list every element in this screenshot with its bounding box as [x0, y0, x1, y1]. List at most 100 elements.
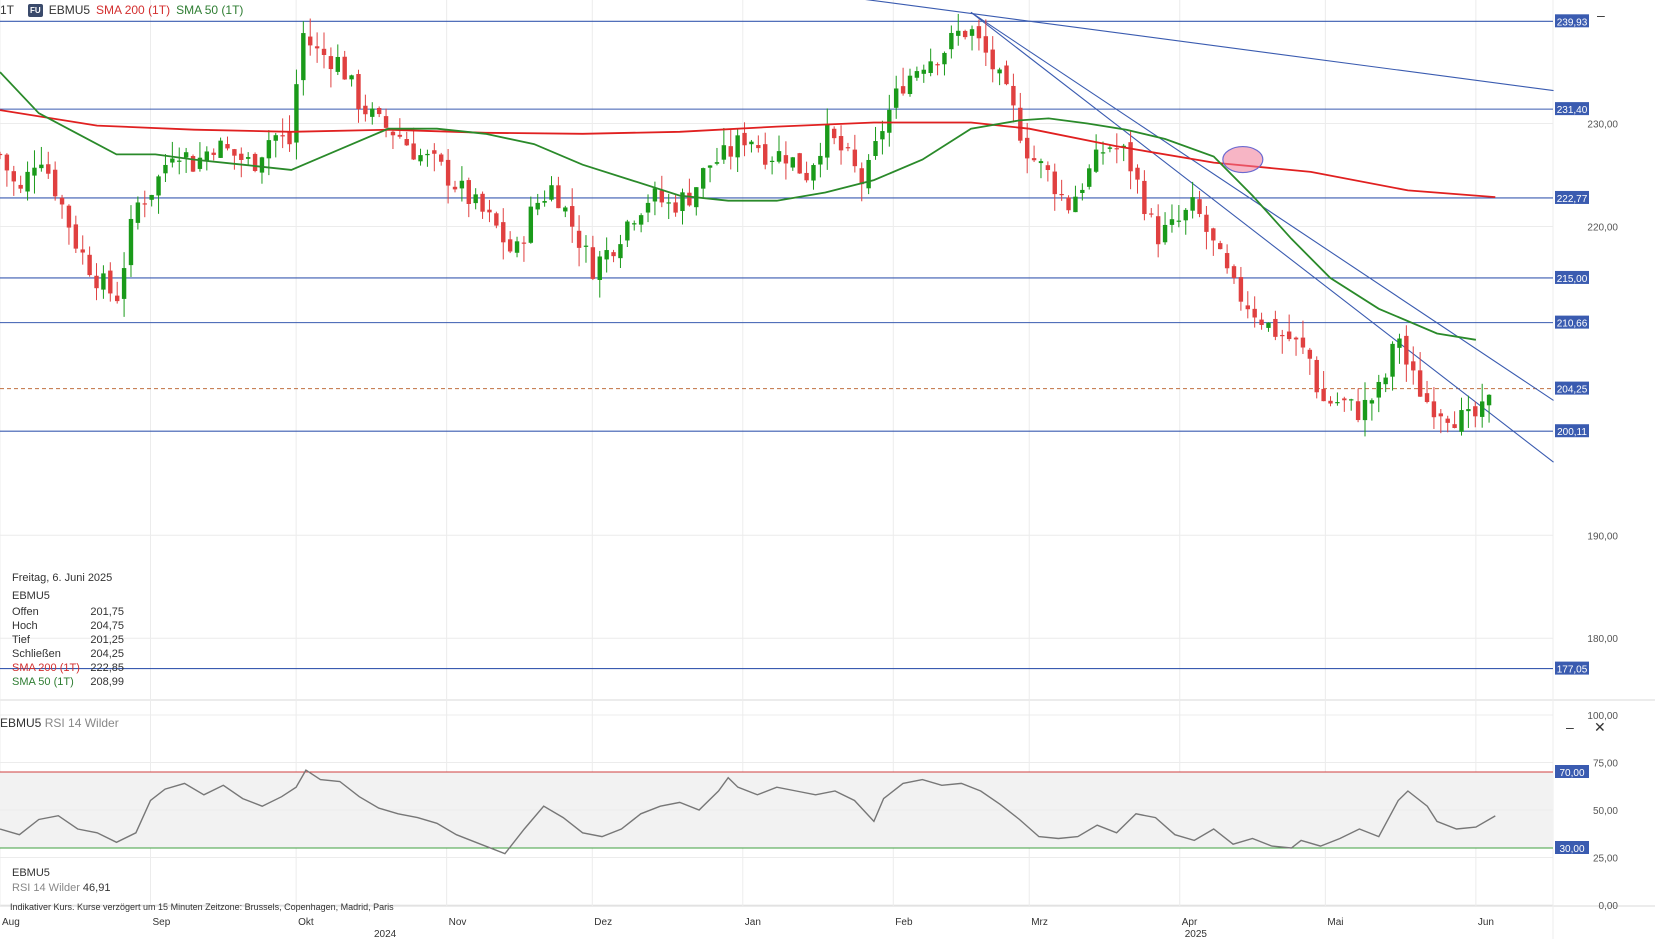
rsi-tick-label: 75,00 [1593, 759, 1618, 770]
info-value: 204,75 [90, 620, 124, 632]
candle-body [838, 136, 844, 151]
level-price-tag [1555, 190, 1589, 204]
candle-body [880, 131, 885, 140]
level-price-text: 200,11 [1557, 427, 1587, 438]
candle-body [363, 105, 368, 115]
candle-body [887, 109, 892, 133]
candle-body [46, 164, 51, 174]
info-label: Tief [12, 634, 30, 646]
candle-body [1266, 322, 1271, 328]
candle-body [680, 192, 685, 212]
candle-body [163, 164, 168, 174]
candle-body [1004, 65, 1009, 85]
candle-body [1383, 377, 1388, 385]
y-tick-label: 230,00 [1587, 120, 1618, 131]
candle-body [1335, 402, 1340, 404]
x-tick-label: Jan [745, 917, 761, 928]
trendline [970, 11, 1554, 463]
candle-body [556, 185, 561, 209]
candle-body [611, 252, 616, 257]
last-price-text: 204,25 [1557, 385, 1588, 396]
candle-body [1466, 409, 1471, 412]
candle-body [411, 143, 416, 160]
candle-body [687, 192, 692, 206]
candle-body [80, 249, 85, 253]
y-tick-label: 220,00 [1587, 222, 1618, 233]
symbol-label[interactable]: EBMU5 [48, 3, 91, 17]
candle-body [1155, 216, 1161, 245]
candle-body [383, 116, 389, 128]
candle-body [956, 30, 961, 36]
candle-body [439, 154, 444, 162]
candle-body [487, 209, 492, 213]
candle-body [507, 239, 513, 252]
info-row-high: Hoch 204,75 [12, 619, 124, 633]
candle-body [73, 224, 79, 249]
candle-body [190, 156, 196, 172]
candle-body [252, 153, 258, 171]
candle-body [183, 152, 189, 158]
candle-body [1190, 197, 1195, 211]
candle-body [39, 164, 44, 169]
chart-header: 1T FU EBMU5 SMA 200 (1T) SMA 50 (1T) [0, 2, 243, 18]
info-value: 204,25 [90, 648, 124, 660]
candle-body [1245, 305, 1250, 310]
candles [0, 13, 1492, 437]
rsi-indicator-label[interactable]: RSI 14 Wilder [44, 716, 119, 730]
rsi-lower-tag-text: 30,00 [1559, 844, 1584, 855]
candle-body [673, 202, 678, 213]
candle-body [1445, 418, 1450, 423]
candle-body [1018, 107, 1023, 141]
candle-body [949, 32, 954, 50]
candle-body [11, 171, 16, 182]
rsi-symbol[interactable]: EBMU5 [0, 716, 42, 730]
candle-body [638, 215, 644, 225]
candle-body [997, 69, 1002, 74]
candle-body [1045, 165, 1051, 170]
minimize-rsi-icon[interactable]: – [1566, 719, 1574, 735]
candle-body [1162, 224, 1168, 243]
delay-note: Indikativer Kurs. Kurse verzögert um 15 … [10, 902, 394, 912]
candle-body [763, 144, 768, 165]
candle-body [652, 188, 658, 202]
candle-body [597, 256, 602, 280]
candle-body [1176, 220, 1182, 222]
info-label: Offen [12, 606, 39, 618]
level-price-text: 210,66 [1557, 319, 1588, 330]
candle-body [52, 169, 58, 197]
candle-body [204, 151, 210, 162]
candle-body [1362, 399, 1368, 421]
candle-body [218, 140, 223, 158]
candle-body [1479, 401, 1485, 417]
x-tick-label: Sep [153, 917, 171, 928]
level-price-text: 177,05 [1557, 665, 1588, 676]
candle-body [1052, 171, 1057, 195]
info-row-sma200: SMA 200 (1T) 222,85 [12, 661, 124, 675]
timeframe-label[interactable]: 1T [0, 3, 15, 17]
rsi-tick-label: 100,00 [1587, 711, 1618, 722]
candle-body [1087, 168, 1092, 187]
rsi-info-value: 46,91 [82, 882, 111, 894]
x-tick-label: Mrz [1031, 917, 1048, 928]
candle-body [1211, 228, 1216, 241]
info-row-close: Schließen 204,25 [12, 647, 124, 661]
candle-body [790, 157, 795, 168]
minimize-main-icon[interactable]: – [1597, 7, 1605, 23]
candle-body [845, 147, 851, 149]
candle-body [66, 205, 72, 228]
candle-body [128, 218, 134, 266]
candle-body [321, 48, 327, 55]
close-rsi-icon[interactable]: ✕ [1594, 719, 1606, 735]
sma200-legend[interactable]: SMA 200 (1T) [96, 3, 171, 17]
candle-body [1224, 253, 1230, 269]
candle-body [618, 244, 623, 259]
candle-body [294, 84, 299, 143]
candle-body [1259, 319, 1264, 325]
candle-body [308, 36, 313, 46]
candle-body [0, 153, 3, 156]
candle-body [1231, 266, 1237, 279]
candle-body [1169, 219, 1175, 225]
candle-body [583, 245, 589, 247]
sma50-legend[interactable]: SMA 50 (1T) [176, 3, 244, 17]
